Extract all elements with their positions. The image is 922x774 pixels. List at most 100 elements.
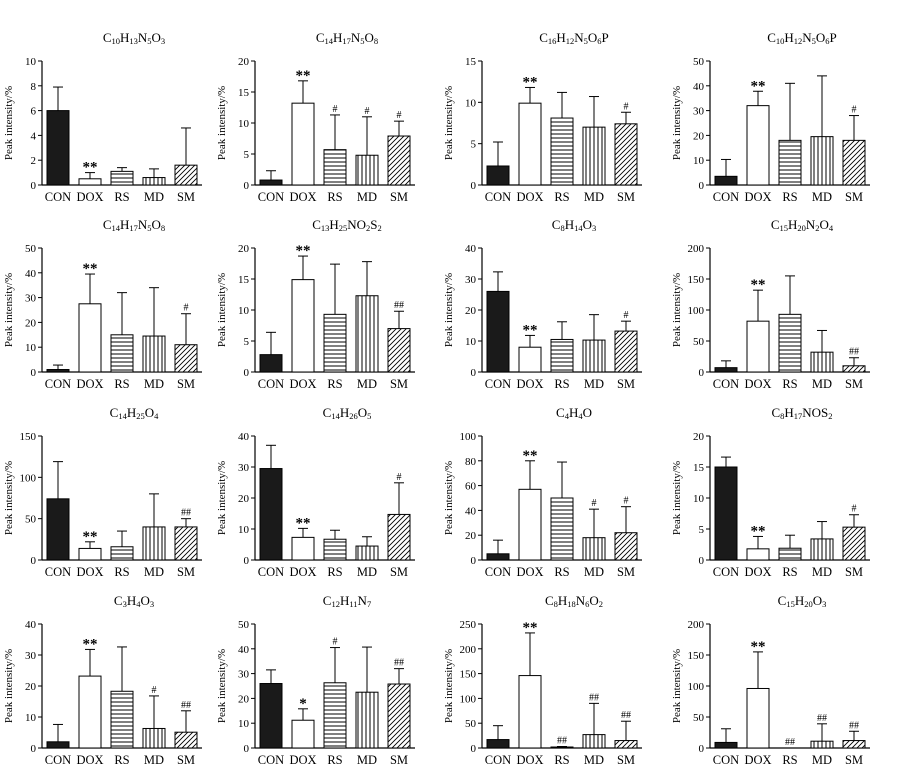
category-label: RS [327, 565, 342, 579]
category-label: CON [45, 377, 71, 391]
panel-7: C8H14O3 Peak intensity/% 0 10 20 30 40 CON ** DOX… [443, 217, 642, 391]
bar-md [142, 335, 166, 373]
y-tick-label: 30 [25, 293, 37, 305]
category-label: CON [45, 190, 71, 204]
y-tick-label: 100 [20, 472, 37, 484]
category-label: MD [584, 565, 604, 579]
bar-md [810, 740, 834, 749]
bar-sm [387, 513, 411, 561]
significance-mark: # [333, 637, 338, 648]
category-label: CON [713, 753, 739, 767]
significance-mark: ## [394, 300, 404, 311]
y-tick-label: 0 [699, 180, 705, 192]
y-tick-label: 40 [465, 243, 477, 255]
panel-8: C15H20N2O4 Peak intensity/% 0 50 100 150 200 CO… [671, 217, 870, 391]
significance-mark: ** [296, 68, 311, 84]
bar-con [486, 290, 510, 373]
bar-rs [550, 746, 574, 749]
bar-dox [746, 687, 770, 749]
category-label: CON [713, 377, 739, 391]
y-tick-label: 80 [465, 456, 477, 468]
panel-title: C4H4O [556, 405, 592, 421]
bar-sm [842, 365, 866, 373]
significance-mark: ## [621, 710, 631, 721]
category-label: MD [144, 190, 164, 204]
y-tick-label: 50 [693, 336, 705, 348]
category-label: SM [845, 377, 863, 391]
significance-mark: # [592, 498, 597, 509]
significance-mark: ## [849, 347, 859, 358]
bar-md [810, 351, 834, 373]
bar-dox [291, 536, 315, 561]
bar-sm [387, 683, 411, 749]
y-tick-label: 250 [460, 619, 477, 631]
y-tick-label: 50 [25, 243, 37, 255]
significance-mark: # [624, 310, 629, 321]
bar-con [46, 110, 70, 186]
bar-md [582, 126, 606, 186]
category-label: RS [327, 190, 342, 204]
category-label: RS [782, 190, 797, 204]
category-label: CON [258, 753, 284, 767]
y-tick-label: 50 [25, 514, 37, 526]
bar-rs [323, 149, 347, 186]
panel-title: C15H20O3 [778, 593, 827, 609]
y-tick-label: 200 [688, 243, 705, 255]
category-label: DOX [289, 753, 316, 767]
bar-con [714, 466, 738, 561]
panel-title: C14H25O4 [110, 405, 159, 421]
category-label: CON [258, 190, 284, 204]
category-label: MD [812, 377, 832, 391]
bar-sm [174, 344, 198, 373]
y-tick-label: 20 [238, 493, 250, 505]
y-axis-label: Peak intensity/% [216, 649, 228, 723]
category-label: CON [485, 753, 511, 767]
category-label: DOX [744, 377, 771, 391]
significance-mark: # [365, 106, 370, 117]
bar-dox [518, 102, 542, 186]
bar-con [486, 165, 510, 186]
category-label: SM [617, 377, 635, 391]
y-tick-label: 20 [693, 130, 705, 142]
significance-mark: ## [557, 736, 567, 747]
panel-title: C16H12N5O6P [539, 30, 609, 46]
y-tick-label: 20 [25, 681, 37, 693]
y-tick-label: 30 [238, 462, 250, 474]
bar-md [355, 691, 379, 749]
y-axis-label: Peak intensity/% [3, 86, 15, 160]
y-tick-label: 0 [471, 367, 477, 379]
category-label: RS [114, 565, 129, 579]
category-label: RS [782, 377, 797, 391]
bar-con [46, 741, 70, 749]
panel-title: C14H17N5O8 [316, 30, 378, 46]
category-label: CON [485, 377, 511, 391]
y-tick-label: 0 [471, 743, 477, 755]
category-label: CON [713, 190, 739, 204]
category-label: SM [617, 753, 635, 767]
bar-sm [174, 731, 198, 749]
bar-sm [614, 330, 638, 373]
significance-mark: # [184, 303, 189, 314]
category-label: DOX [76, 190, 103, 204]
bar-md [355, 545, 379, 561]
bar-md [582, 339, 606, 373]
significance-mark: ## [394, 658, 404, 669]
category-label: CON [485, 565, 511, 579]
y-tick-label: 50 [693, 712, 705, 724]
category-label: SM [177, 565, 195, 579]
y-axis-label: Peak intensity/% [216, 86, 228, 160]
y-tick-label: 150 [460, 669, 477, 681]
panel-11: C4H4O Peak intensity/% 0 20 40 60 80 100 CON ** DO… [443, 405, 642, 579]
category-label: RS [114, 190, 129, 204]
panel-6: C13H25NO2S2 Peak intensity/% 0 5 10 15 20 CON **… [216, 217, 415, 391]
category-label: SM [390, 565, 408, 579]
y-tick-label: 0 [471, 180, 477, 192]
bar-md [355, 154, 379, 186]
category-label: MD [357, 377, 377, 391]
bar-md [810, 136, 834, 186]
y-tick-label: 0 [699, 555, 705, 567]
bar-con [714, 741, 738, 749]
y-tick-label: 5 [244, 149, 250, 161]
